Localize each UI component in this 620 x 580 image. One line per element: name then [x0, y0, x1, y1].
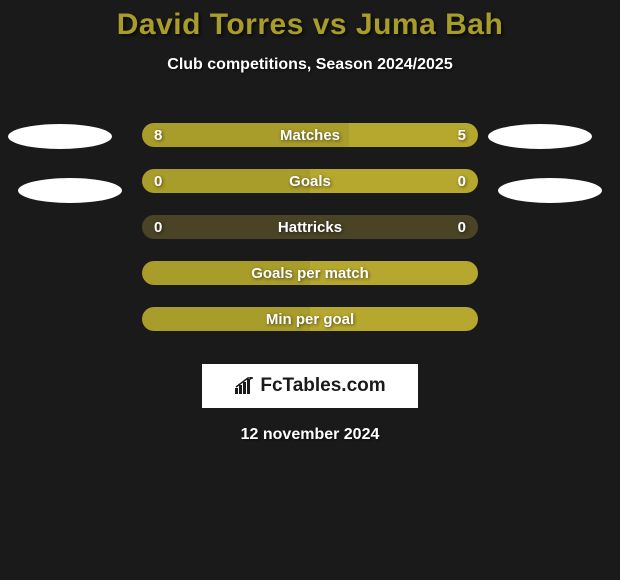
stat-value-left: 8 — [154, 123, 162, 147]
stat-label: Goals — [142, 169, 478, 193]
logo-text: FcTables.com — [260, 375, 385, 397]
stat-value-right: 5 — [458, 123, 466, 147]
stat-value-right: 0 — [458, 169, 466, 193]
stat-bar: Hattricks0 0 — [142, 215, 478, 239]
player-badge-left — [18, 178, 122, 203]
logo: FcTables.com — [234, 375, 385, 397]
stat-label: Goals per match — [142, 261, 478, 285]
player-badge-right — [498, 178, 602, 203]
subtitle: Club competitions, Season 2024/2025 — [0, 56, 620, 74]
logo-box: FcTables.com — [202, 364, 418, 408]
chart-icon — [234, 377, 256, 395]
stat-bar: Min per goal — [142, 307, 478, 331]
stat-label: Matches — [142, 123, 478, 147]
stat-label: Hattricks — [142, 215, 478, 239]
stat-bar: Matches8 5 — [142, 123, 478, 147]
stat-row: Hattricks0 0 — [0, 204, 620, 250]
stat-row: Min per goal — [0, 296, 620, 342]
player-badge-left — [8, 124, 112, 149]
stat-label: Min per goal — [142, 307, 478, 331]
stat-value-left: 0 — [154, 169, 162, 193]
stat-bar: Goals0 0 — [142, 169, 478, 193]
date-label: 12 november 2024 — [0, 426, 620, 444]
player-badge-right — [488, 124, 592, 149]
comparison-card: David Torres vs Juma Bah Club competitio… — [0, 0, 620, 444]
stat-row: Goals per match — [0, 250, 620, 296]
stat-value-right: 0 — [458, 215, 466, 239]
stat-value-left: 0 — [154, 215, 162, 239]
page-title: David Torres vs Juma Bah — [0, 8, 620, 42]
stat-bar: Goals per match — [142, 261, 478, 285]
